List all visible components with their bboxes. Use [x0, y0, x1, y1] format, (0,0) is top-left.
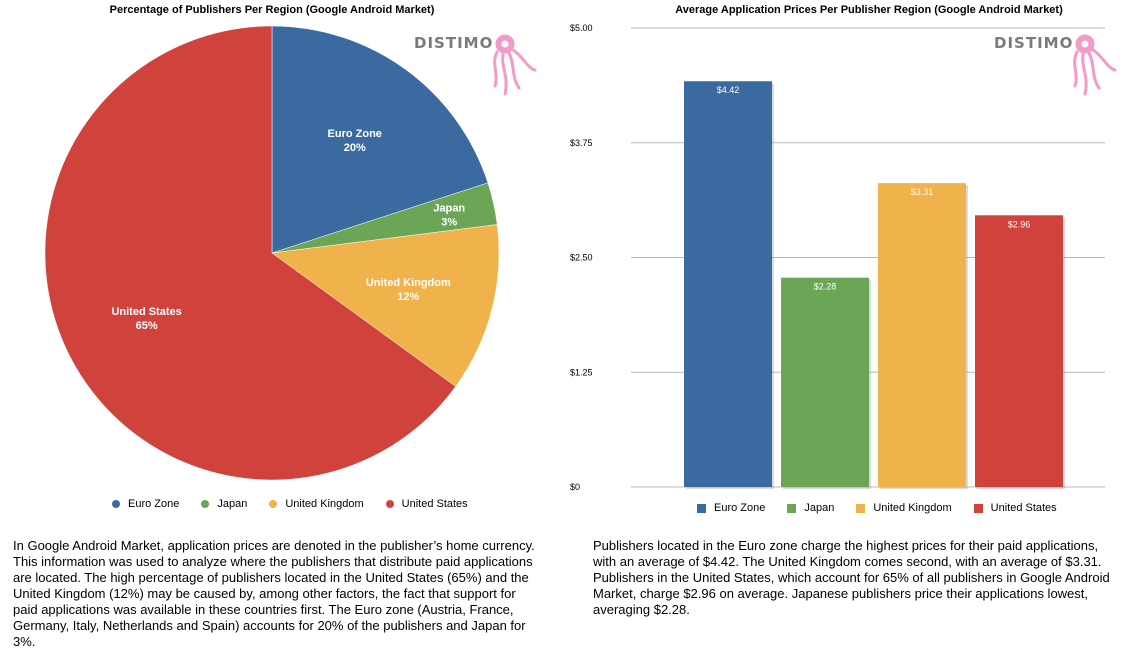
distimo-logo-right: DISTIMO — [994, 24, 1119, 98]
bar-legend-item: United States — [973, 502, 1057, 514]
y-tick-label: $1.25 — [570, 367, 593, 377]
bar-chart: $0 $1.25 $2.50 $3.75 $5.00 $4.42 $2.28 $3.31 $2… — [570, 23, 1105, 492]
bar-value-label: $2.28 — [814, 282, 837, 292]
pie-slice-label: United States — [111, 306, 181, 318]
y-tick-label: $0 — [570, 482, 580, 492]
bar-united-states — [975, 215, 1063, 487]
octopus-icon — [493, 34, 537, 96]
pie-legend-item: Japan — [201, 498, 247, 510]
bar-united-kingdom — [878, 183, 966, 487]
legend-label: Japan — [217, 498, 248, 510]
pie-legend-item: Euro Zone — [112, 498, 179, 510]
bar-legend-item: Euro Zone — [697, 502, 765, 514]
bar-euro-zone — [684, 81, 772, 487]
pie-slice-united-kingdom — [271, 224, 500, 387]
bar-legend: Euro Zone Japan United Kingdom United St… — [697, 502, 1079, 514]
bar-chart-title: Average Application Prices Per Publisher… — [675, 4, 1063, 16]
bar-legend-item: United Kingdom — [856, 502, 952, 514]
pie-slice-value: 3% — [441, 216, 457, 228]
distimo-logo-left: DISTIMO — [414, 24, 539, 98]
logo-text: DISTIMO — [994, 34, 1074, 52]
y-tick-label: $5.00 — [570, 23, 593, 33]
bar-japan — [781, 277, 869, 487]
legend-swatch-us — [385, 500, 394, 508]
logo-text: DISTIMO — [414, 34, 494, 52]
y-tick-label: $2.50 — [570, 253, 593, 263]
pie-slice-value: 12% — [397, 291, 419, 303]
legend-swatch-japan — [201, 500, 210, 508]
legend-swatch-euro — [112, 500, 120, 508]
bar-value-label: $3.31 — [911, 187, 934, 197]
legend-swatch-us — [973, 503, 983, 513]
octopus-icon — [1073, 34, 1117, 96]
legend-label: Euro Zone — [714, 502, 766, 514]
legend-swatch-euro — [697, 503, 706, 513]
pie-legend-item: United States — [385, 498, 468, 510]
legend-label: United Kingdom — [873, 502, 952, 514]
pie-slice-value: 20% — [344, 142, 366, 154]
pie-caption: In Google Android Market, application pr… — [13, 538, 535, 649]
y-tick-label: $3.75 — [570, 138, 593, 148]
pie-slice-value: 65% — [136, 320, 158, 332]
pie-legend: Euro Zone Japan United Kingdom United St… — [112, 498, 490, 510]
legend-label: United States — [401, 498, 468, 510]
bar-value-label: $2.96 — [1008, 219, 1031, 229]
bar-value-label: $4.42 — [717, 85, 740, 95]
pie-slice-label: Euro Zone — [328, 128, 382, 140]
pie-slice-label: United Kingdom — [366, 277, 451, 289]
pie-slice-united-states — [44, 25, 456, 481]
pie-slice-label: Japan — [433, 202, 465, 214]
bar-legend-item: Japan — [787, 502, 834, 514]
legend-label: Euro Zone — [128, 498, 180, 510]
bar-caption: Publishers located in the Euro zone char… — [593, 538, 1110, 617]
legend-label: United Kingdom — [285, 498, 364, 510]
legend-swatch-japan — [787, 503, 797, 513]
pie-slice-euro-zone — [271, 25, 489, 254]
pie-chart-title: Percentage of Publishers Per Region (Goo… — [109, 4, 435, 16]
legend-label: United States — [990, 502, 1057, 514]
pie-legend-item: United Kingdom — [269, 498, 364, 510]
legend-swatch-uk — [269, 500, 278, 508]
pie-chart: Euro Zone 20% Japan 3% United Kingdom 12% Unit… — [44, 25, 500, 481]
legend-swatch-uk — [856, 503, 866, 513]
legend-label: Japan — [804, 502, 835, 514]
